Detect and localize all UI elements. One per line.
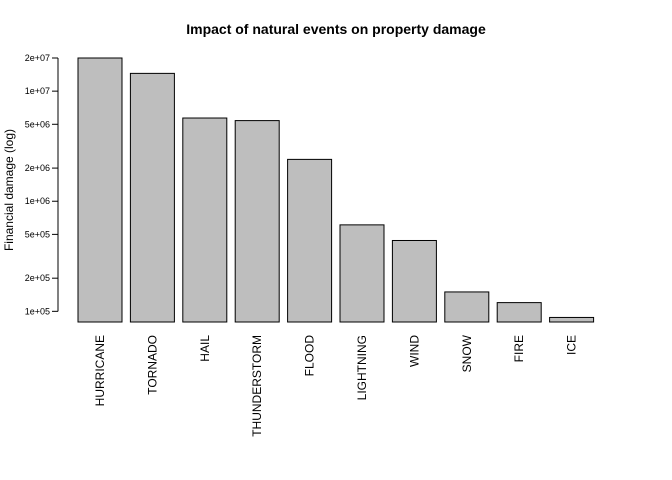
x-tick-label: HURRICANE (93, 335, 107, 406)
y-tick-label: 1e+07 (25, 86, 50, 96)
y-axis: 1e+05 2e+05 5e+05 1e+06 2e+06 5e+06 1e+07 2e+07 (25, 53, 59, 316)
bar-lightning (339, 224, 385, 323)
y-tick-label: 2e+07 (25, 53, 50, 63)
y-tick-label: 2e+06 (25, 163, 50, 173)
bars (77, 57, 595, 323)
x-tick-label: HAIL (198, 335, 212, 362)
x-tick-label: LIGHTNING (355, 335, 369, 400)
x-tick-label: TORNADO (145, 335, 159, 395)
bar-snow (444, 291, 490, 323)
x-tick-label: SNOW (460, 334, 474, 372)
x-axis-labels: HURRICANE TORNADO HAIL THUNDERSTORM FLOOD LIG… (93, 334, 579, 436)
y-axis-label: Financial damage (log) (2, 129, 16, 251)
bar-tornado (129, 72, 175, 323)
bar-hail (182, 117, 228, 323)
y-tick-label: 1e+06 (25, 196, 50, 206)
chart-title: Impact of natural events on property dam… (186, 21, 486, 37)
x-tick-label: ICE (565, 335, 579, 355)
y-tick-label: 5e+06 (25, 119, 50, 129)
x-tick-label: FLOOD (303, 335, 317, 377)
bar-wind (391, 239, 437, 323)
bar-hurricane (77, 57, 123, 323)
bar-fire (496, 302, 542, 323)
y-tick-label: 2e+05 (25, 273, 50, 283)
bar-ice (549, 316, 595, 323)
x-tick-label: FIRE (512, 335, 526, 362)
y-tick-label: 1e+05 (25, 306, 50, 316)
bar-thunderstorm (234, 120, 280, 323)
x-tick-label: WIND (407, 335, 421, 367)
y-tick-label: 5e+05 (25, 229, 50, 239)
x-tick-label: THUNDERSTORM (250, 335, 264, 437)
bar-flood (287, 158, 333, 323)
